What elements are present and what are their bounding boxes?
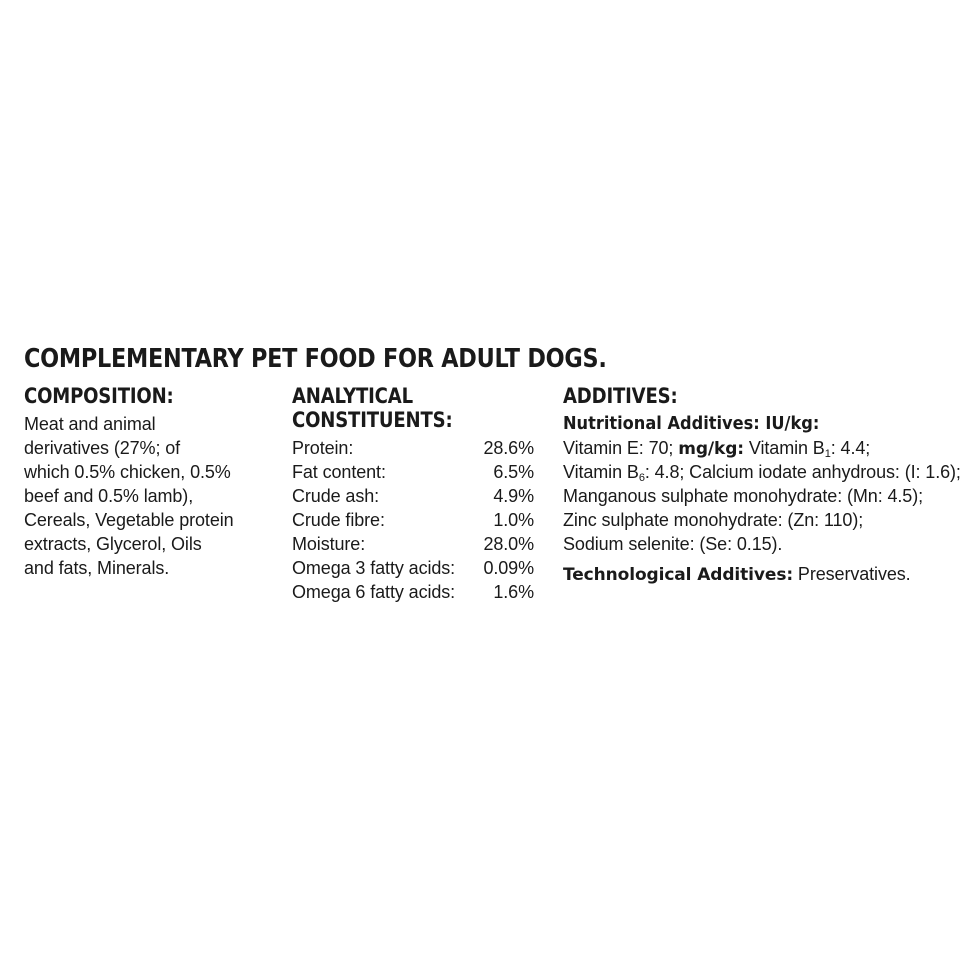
constituent-value: 6.5% <box>493 462 534 482</box>
subscript: 6 <box>638 472 645 484</box>
composition-text: Meat and animal derivatives (27%; of whi… <box>24 412 264 580</box>
composition-section: COMPOSITION: Meat and animal derivatives… <box>24 384 274 580</box>
nutritional-additives-list: Vitamin E: 70; mg/kg: Vitamin B1: 4.4; V… <box>563 436 960 556</box>
technological-additives-label: Technological Additives: <box>563 565 794 585</box>
additive-line: Zinc sulphate monohydrate: (Zn: 110); <box>563 510 864 530</box>
additive-text: : 4.8; Calcium iodate anhydrous: (I: 1.6… <box>644 462 960 482</box>
constituent-name: Protein: <box>292 438 354 458</box>
additives-heading: ADDITIVES: <box>563 384 678 408</box>
constituent-row: Omega 6 fatty acids: 1.6% <box>292 580 534 604</box>
analytical-heading-line1: ANALYTICAL <box>292 384 413 408</box>
additive-text: Vitamin E: 70; <box>563 438 679 458</box>
technological-additives-value: Preservatives. <box>793 564 911 584</box>
constituent-name: Crude fibre: <box>292 510 385 530</box>
composition-line: Cereals, Vegetable protein <box>24 510 234 530</box>
composition-line: which 0.5% chicken, 0.5% <box>24 462 231 482</box>
unit-label: mg/kg: <box>678 439 744 459</box>
constituent-row: Moisture: 28.0% <box>292 532 534 556</box>
additives-section: ADDITIVES: Nutritional Additives: IU/kg:… <box>563 384 960 587</box>
subscript: 1 <box>824 448 831 460</box>
analytical-heading: ANALYTICAL CONSTITUENTS: <box>292 384 504 432</box>
additive-line: Vitamin E: 70; mg/kg: Vitamin B1: 4.4; <box>563 436 960 460</box>
additive-text: : 4.4; <box>830 438 871 458</box>
constituent-row: Omega 3 fatty acids: 0.09% <box>292 556 534 580</box>
nutritional-additives-label: Nutritional Additives: IU/kg: <box>563 413 820 434</box>
constituent-name: Omega 6 fatty acids: <box>292 582 456 602</box>
label-title: COMPLEMENTARY PET FOOD FOR ADULT DOGS. <box>24 344 607 374</box>
constituent-value: 28.6% <box>483 438 534 458</box>
additive-text: Vitamin B <box>563 462 639 482</box>
analytical-section: ANALYTICAL CONSTITUENTS: Protein: 28.6% … <box>292 384 538 604</box>
additive-line: Manganous sulphate monohydrate: (Mn: 4.5… <box>563 486 924 506</box>
composition-line: and fats, Minerals. <box>24 558 170 578</box>
additive-line: Sodium selenite: (Se: 0.15). <box>563 534 783 554</box>
additive-text: Vitamin B <box>744 438 825 458</box>
composition-line: derivatives (27%; of <box>24 438 181 458</box>
technological-additives: Technological Additives: Preservatives. <box>563 562 960 587</box>
composition-line: extracts, Glycerol, Oils <box>24 534 202 554</box>
constituent-row: Fat content: 6.5% <box>292 460 534 484</box>
analytical-heading-line2: CONSTITUENTS: <box>292 408 453 432</box>
constituent-name: Fat content: <box>292 462 386 482</box>
additive-line: Vitamin B6: 4.8; Calcium iodate anhydrou… <box>563 460 960 484</box>
constituent-value: 28.0% <box>483 534 534 554</box>
constituent-row: Protein: 28.6% <box>292 436 534 460</box>
composition-line: beef and 0.5% lamb), <box>24 486 194 506</box>
constituent-value: 1.0% <box>493 510 534 530</box>
constituent-row: Crude ash: 4.9% <box>292 484 534 508</box>
composition-line: Meat and animal <box>24 414 156 434</box>
constituent-value: 4.9% <box>493 486 534 506</box>
constituent-name: Crude ash: <box>292 486 380 506</box>
constituent-row: Crude fibre: 1.0% <box>292 508 534 532</box>
constituent-value: 1.6% <box>493 582 534 602</box>
constituent-name: Omega 3 fatty acids: <box>292 558 456 578</box>
constituents-table: Protein: 28.6% Fat content: 6.5% Crude a… <box>292 436 534 604</box>
constituent-name: Moisture: <box>292 534 366 554</box>
composition-heading: COMPOSITION: <box>24 384 174 408</box>
constituent-value: 0.09% <box>483 558 534 578</box>
